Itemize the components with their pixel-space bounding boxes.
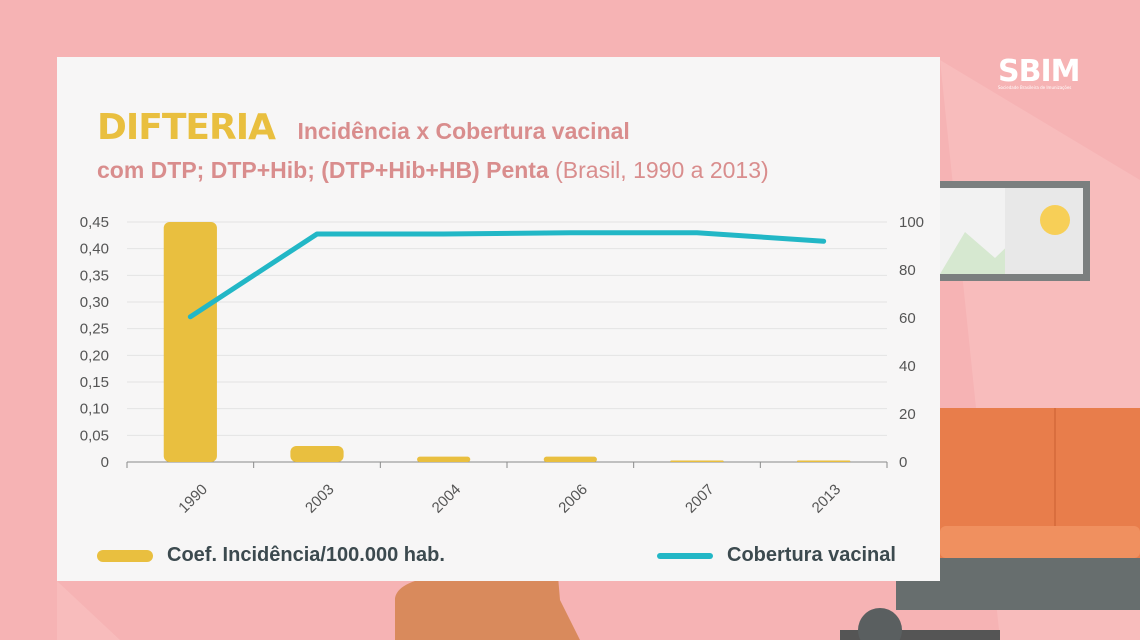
y-left-tick-label: 0 — [101, 454, 109, 471]
y-right-tick-label: 100 — [899, 214, 924, 231]
y-left-tick-label: 0,25 — [80, 321, 109, 338]
bar-2006 — [543, 456, 597, 462]
legend-item-bar: Coef. Incidência/100.000 hab. — [97, 544, 445, 567]
y-left-tick-label: 0,30 — [80, 294, 109, 311]
y-left-tick-label: 0,15 — [80, 374, 109, 391]
y-right-tick-label: 20 — [899, 406, 916, 423]
y-left-tick-label: 0,05 — [80, 427, 109, 444]
legend-swatch-line — [657, 552, 713, 559]
y-right-tick-label: 60 — [899, 310, 916, 327]
y-left-tick-label: 0,45 — [80, 214, 109, 231]
chart-subtitle-line1: Incidência x Cobertura vacinal — [297, 118, 630, 144]
bar-1990 — [163, 222, 217, 462]
chart-subtitle-bold: com DTP; DTP+Hib; (DTP+Hib+HB) Penta — [97, 157, 549, 183]
y-left-tick-label: 0,10 — [80, 401, 109, 418]
legend-label-line: Cobertura vacinal — [727, 544, 896, 566]
x-tick-label: 2013 — [809, 481, 845, 517]
bar-2013 — [797, 460, 851, 462]
y-right-tick-label: 0 — [899, 454, 907, 471]
y-right-tick-label: 40 — [899, 358, 916, 375]
y-left-tick-label: 0,20 — [80, 347, 109, 364]
y-left-tick-label: 0,40 — [80, 241, 109, 258]
legend-swatch-bar — [97, 549, 153, 562]
y-right-tick-label: 80 — [899, 262, 916, 279]
sbim-logo: SBIM Sociedade Brasileira de Imunizações — [998, 54, 1080, 90]
x-tick-label: 2003 — [302, 481, 338, 517]
y-left-tick-label: 0,35 — [80, 267, 109, 284]
line-series-cobertura — [187, 230, 827, 320]
x-tick-label: 2006 — [555, 481, 591, 517]
legend-label-bar: Coef. Incidência/100.000 hab. — [167, 544, 445, 566]
combo-chart: 0 0,05 0,10 0,15 0,20 0,25 0,30 0,35 0,40 0,45 0 20… — [80, 214, 924, 517]
chart-subtitle-normal: (Brasil, 1990 a 2013) — [555, 157, 769, 183]
chart-title: DIFTERIA — [97, 107, 276, 148]
bar-2003 — [290, 446, 344, 462]
bar-2007 — [670, 460, 724, 462]
chart-title-line1: DIFTERIA Incidência x Cobertura vacinal — [97, 107, 630, 148]
chart-subtitle-line2: com DTP; DTP+Hib; (DTP+Hib+HB) Penta (Br… — [97, 157, 769, 184]
x-tick-label: 1990 — [175, 481, 211, 517]
legend-item-line: Cobertura vacinal — [657, 544, 896, 567]
x-tick-label: 2007 — [682, 481, 718, 517]
chart-card: DIFTERIA Incidência x Cobertura vacinal … — [57, 57, 940, 581]
x-tick-label: 2004 — [429, 481, 465, 517]
bar-2004 — [417, 456, 471, 462]
